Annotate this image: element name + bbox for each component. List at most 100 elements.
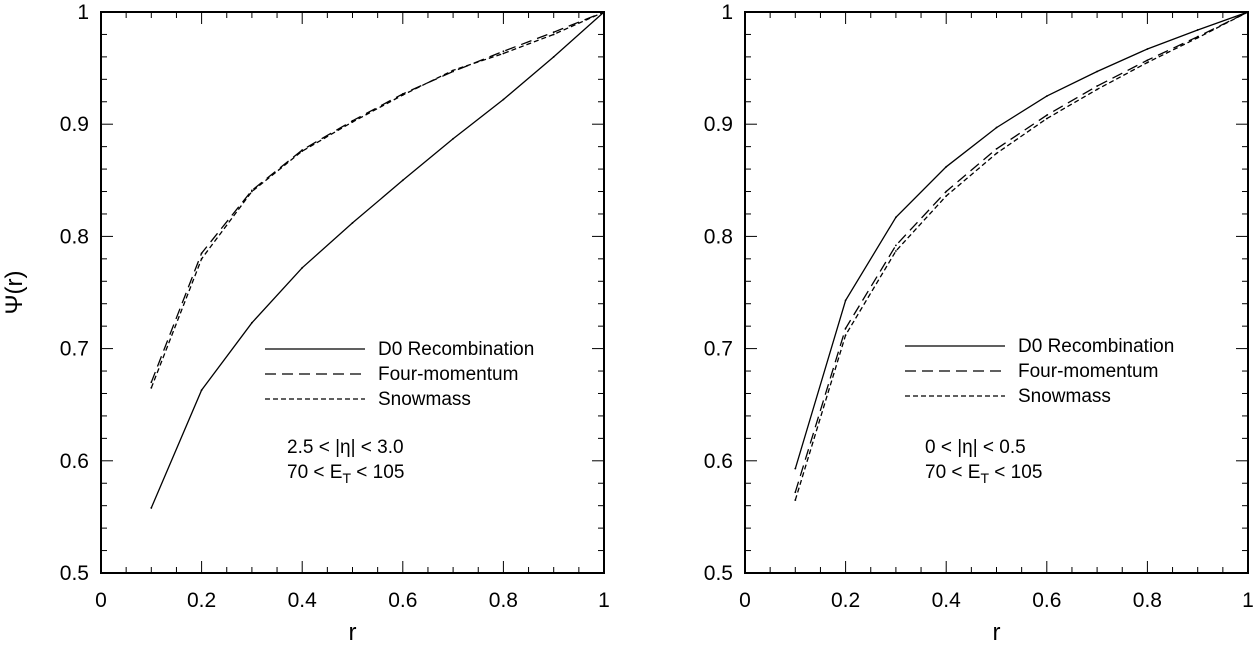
x-tick-label: 0 — [739, 589, 751, 612]
legend-label: D0 Recombination — [1018, 336, 1174, 357]
et-range-annotation: 70 < ET < 105 — [925, 462, 1042, 486]
data-point — [200, 389, 203, 392]
data-point — [895, 250, 897, 252]
et-subscript: T — [342, 470, 351, 486]
legend-label: Snowmass — [378, 389, 471, 410]
data-point — [150, 386, 153, 389]
et-range-prefix: 70 < E — [287, 462, 342, 483]
et-range-suffix: < 105 — [351, 462, 404, 483]
data-point — [1146, 59, 1149, 62]
chart-panel-1: 0 0.2 0.4 0.6 0.8 1 0.5 0.6 0.7 0.8 0.9 1 r Ψ(r) D0 Re… — [1, 1, 610, 646]
x-tick-label: 0.4 — [932, 589, 962, 612]
data-point — [150, 507, 153, 509]
data-point — [895, 244, 897, 247]
series-line-snowmass — [794, 11, 1249, 501]
data-point — [301, 150, 304, 153]
legend-label: D0 Recombination — [378, 339, 534, 360]
series-line-d0-recombination — [794, 11, 1249, 469]
y-tick-label: 0.7 — [60, 338, 89, 361]
legend-label: Snowmass — [1018, 386, 1111, 407]
data-point — [1247, 11, 1249, 13]
data-point — [1196, 36, 1199, 39]
x-tick-label: 0.6 — [1032, 589, 1061, 612]
data-point — [552, 55, 555, 58]
data-point — [452, 69, 454, 72]
y-tick-label: 1 — [77, 1, 89, 24]
data-point — [150, 381, 153, 384]
data-point — [945, 195, 948, 197]
x-tick-label: 0.2 — [187, 589, 216, 612]
y-tick-label: 0.5 — [60, 562, 89, 585]
y-tick-label: 0.6 — [60, 450, 89, 473]
data-point — [301, 266, 304, 269]
data-point — [401, 94, 404, 96]
legend-label: Four-momentum — [1018, 361, 1158, 382]
eta-range-annotation: 0 < |η| < 0.5 — [925, 437, 1026, 458]
data-point — [945, 165, 948, 168]
data-point — [1196, 29, 1199, 31]
data-point — [995, 147, 998, 150]
series-line-snowmass — [150, 11, 605, 389]
data-point — [844, 334, 847, 337]
x-tick-label: 1 — [598, 589, 610, 612]
y-axis-title: Ψ(r) — [1, 270, 28, 314]
x-tick-label: 0.8 — [1133, 589, 1162, 612]
data-point — [552, 31, 555, 34]
data-point — [452, 137, 454, 140]
x-axis-title: r — [993, 619, 1001, 646]
x-tick-label: 1 — [1242, 589, 1254, 612]
et-subscript: T — [980, 470, 989, 486]
y-tick-label: 0.5 — [704, 562, 733, 585]
x-tick-label: 0.6 — [388, 589, 417, 612]
data-point — [995, 152, 998, 155]
data-point — [1096, 70, 1098, 73]
series-line-four-momentum — [794, 11, 1249, 493]
x-axis-title: r — [349, 619, 357, 646]
data-point — [794, 467, 797, 470]
x-tick-label: 0.4 — [288, 589, 318, 612]
plot-frame — [100, 11, 605, 574]
eta-range-annotation: 2.5 < |η| < 3.0 — [287, 437, 404, 458]
chart-panel-2: 0 0.2 0.4 0.6 0.8 1 0.5 0.6 0.7 0.8 0.9 1 r D0 Recomb… — [704, 1, 1254, 646]
data-point — [794, 491, 797, 494]
series-line-four-momentum — [150, 11, 605, 383]
data-point — [1096, 88, 1098, 91]
x-tick-label: 0.2 — [831, 589, 860, 612]
data-point — [251, 190, 253, 193]
et-range-annotation: 70 < ET < 105 — [287, 462, 404, 486]
x-tick-label: 0 — [95, 589, 107, 612]
y-tick-label: 0.8 — [60, 225, 89, 248]
y-tick-label: 0.9 — [60, 113, 89, 136]
plot-frame — [744, 11, 1249, 574]
data-point — [1146, 61, 1149, 64]
y-tick-label: 0.9 — [704, 113, 733, 136]
y-tick-label: 1 — [721, 1, 733, 24]
data-point — [502, 98, 505, 101]
y-tick-label: 0.7 — [704, 338, 733, 361]
data-point — [1045, 95, 1048, 98]
data-point — [552, 33, 555, 36]
data-point — [1045, 114, 1048, 117]
et-range-suffix: < 105 — [989, 462, 1042, 483]
data-point — [200, 252, 203, 255]
data-point — [401, 179, 404, 182]
data-point — [502, 50, 505, 53]
data-point — [995, 126, 998, 129]
y-tick-label: 0.8 — [704, 225, 733, 248]
data-point — [1045, 117, 1048, 120]
data-point — [895, 216, 897, 219]
data-point — [251, 321, 253, 324]
data-point — [1096, 85, 1098, 87]
data-point — [351, 222, 354, 224]
series-line-d0-recombination — [150, 11, 605, 509]
data-point — [844, 299, 847, 302]
data-point — [200, 257, 203, 260]
x-tick-label: 0.8 — [489, 589, 518, 612]
data-point — [1146, 48, 1149, 50]
data-point — [844, 327, 847, 330]
et-range-prefix: 70 < E — [925, 462, 980, 483]
data-point — [945, 190, 948, 193]
data-point — [502, 52, 505, 55]
legend-label: Four-momentum — [378, 364, 518, 385]
